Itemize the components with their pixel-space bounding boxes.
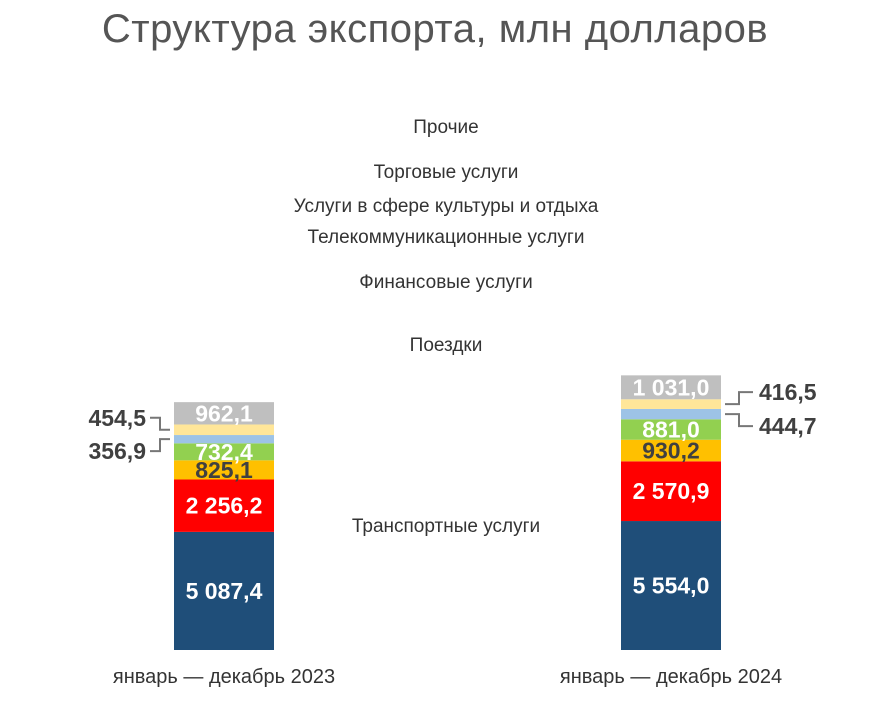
series-label-7: Прочие [413,117,478,138]
chart-title: Структура экспорта, млн долларов [102,7,768,51]
data-label-2-2: 2 570,9 [633,478,710,504]
data-label-2-1: 5 554,0 [633,573,710,599]
leader-line [725,413,753,428]
bar-segment-1-7 [174,402,274,425]
bar-segment-2-2 [621,461,721,522]
data-label-1-1: 5 087,4 [186,578,263,604]
data-label-1-5: 356,9 [88,438,146,464]
category-label-2: январь — декабрь 2024 [560,666,782,688]
series-label-4: Телекоммуникационные услуги [308,227,585,248]
data-label-1-3: 825,1 [195,457,253,483]
series-label-3: Финансовые услуги [359,272,532,293]
category-label-1: январь — декабрь 2023 [113,666,335,688]
bar-segment-1-6 [174,424,274,436]
category-labels-group: январь — декабрь 2023 январь — декабрь 20… [113,666,782,688]
series-labels-group: Транспортные услуги Поездки Финансовые усл… [294,117,599,537]
data-label-2-6: 416,5 [759,379,817,405]
bar-segment-2-5 [621,408,721,420]
bar-segment-1-5 [174,435,274,444]
data-label-1-4: 732,4 [195,439,253,465]
series-label-5: Услуги в сфере культуры и отдыха [294,196,599,217]
data-label-2-3: 930,2 [642,438,700,464]
series-label-1: Транспортные услуги [352,516,540,537]
data-label-2-7: 1 031,0 [633,374,710,400]
series-label-6: Торговые услуги [374,162,519,183]
data-label-1-7: 962,1 [195,400,253,426]
bar-segment-2-4 [621,419,721,440]
bar-segment-2-7 [621,375,721,400]
bar-segment-1-2 [174,479,274,532]
bar-segment-1-3 [174,460,274,480]
series-label-2: Поездки [410,335,483,356]
bar-segment-2-1 [621,521,721,650]
bars-group [174,375,721,650]
data-label-1-6: 454,5 [88,405,146,431]
bar-segment-2-3 [621,439,721,462]
bar-segment-1-1 [174,531,274,650]
bar-segment-1-4 [174,443,274,461]
data-label-2-5: 444,7 [759,413,817,439]
leader-line [725,391,753,406]
data-label-2-4: 881,0 [642,417,700,443]
bar-segment-2-6 [621,399,721,409]
leader-line [150,438,170,453]
leader-line [150,416,170,431]
data-label-1-2: 2 256,2 [186,493,263,519]
